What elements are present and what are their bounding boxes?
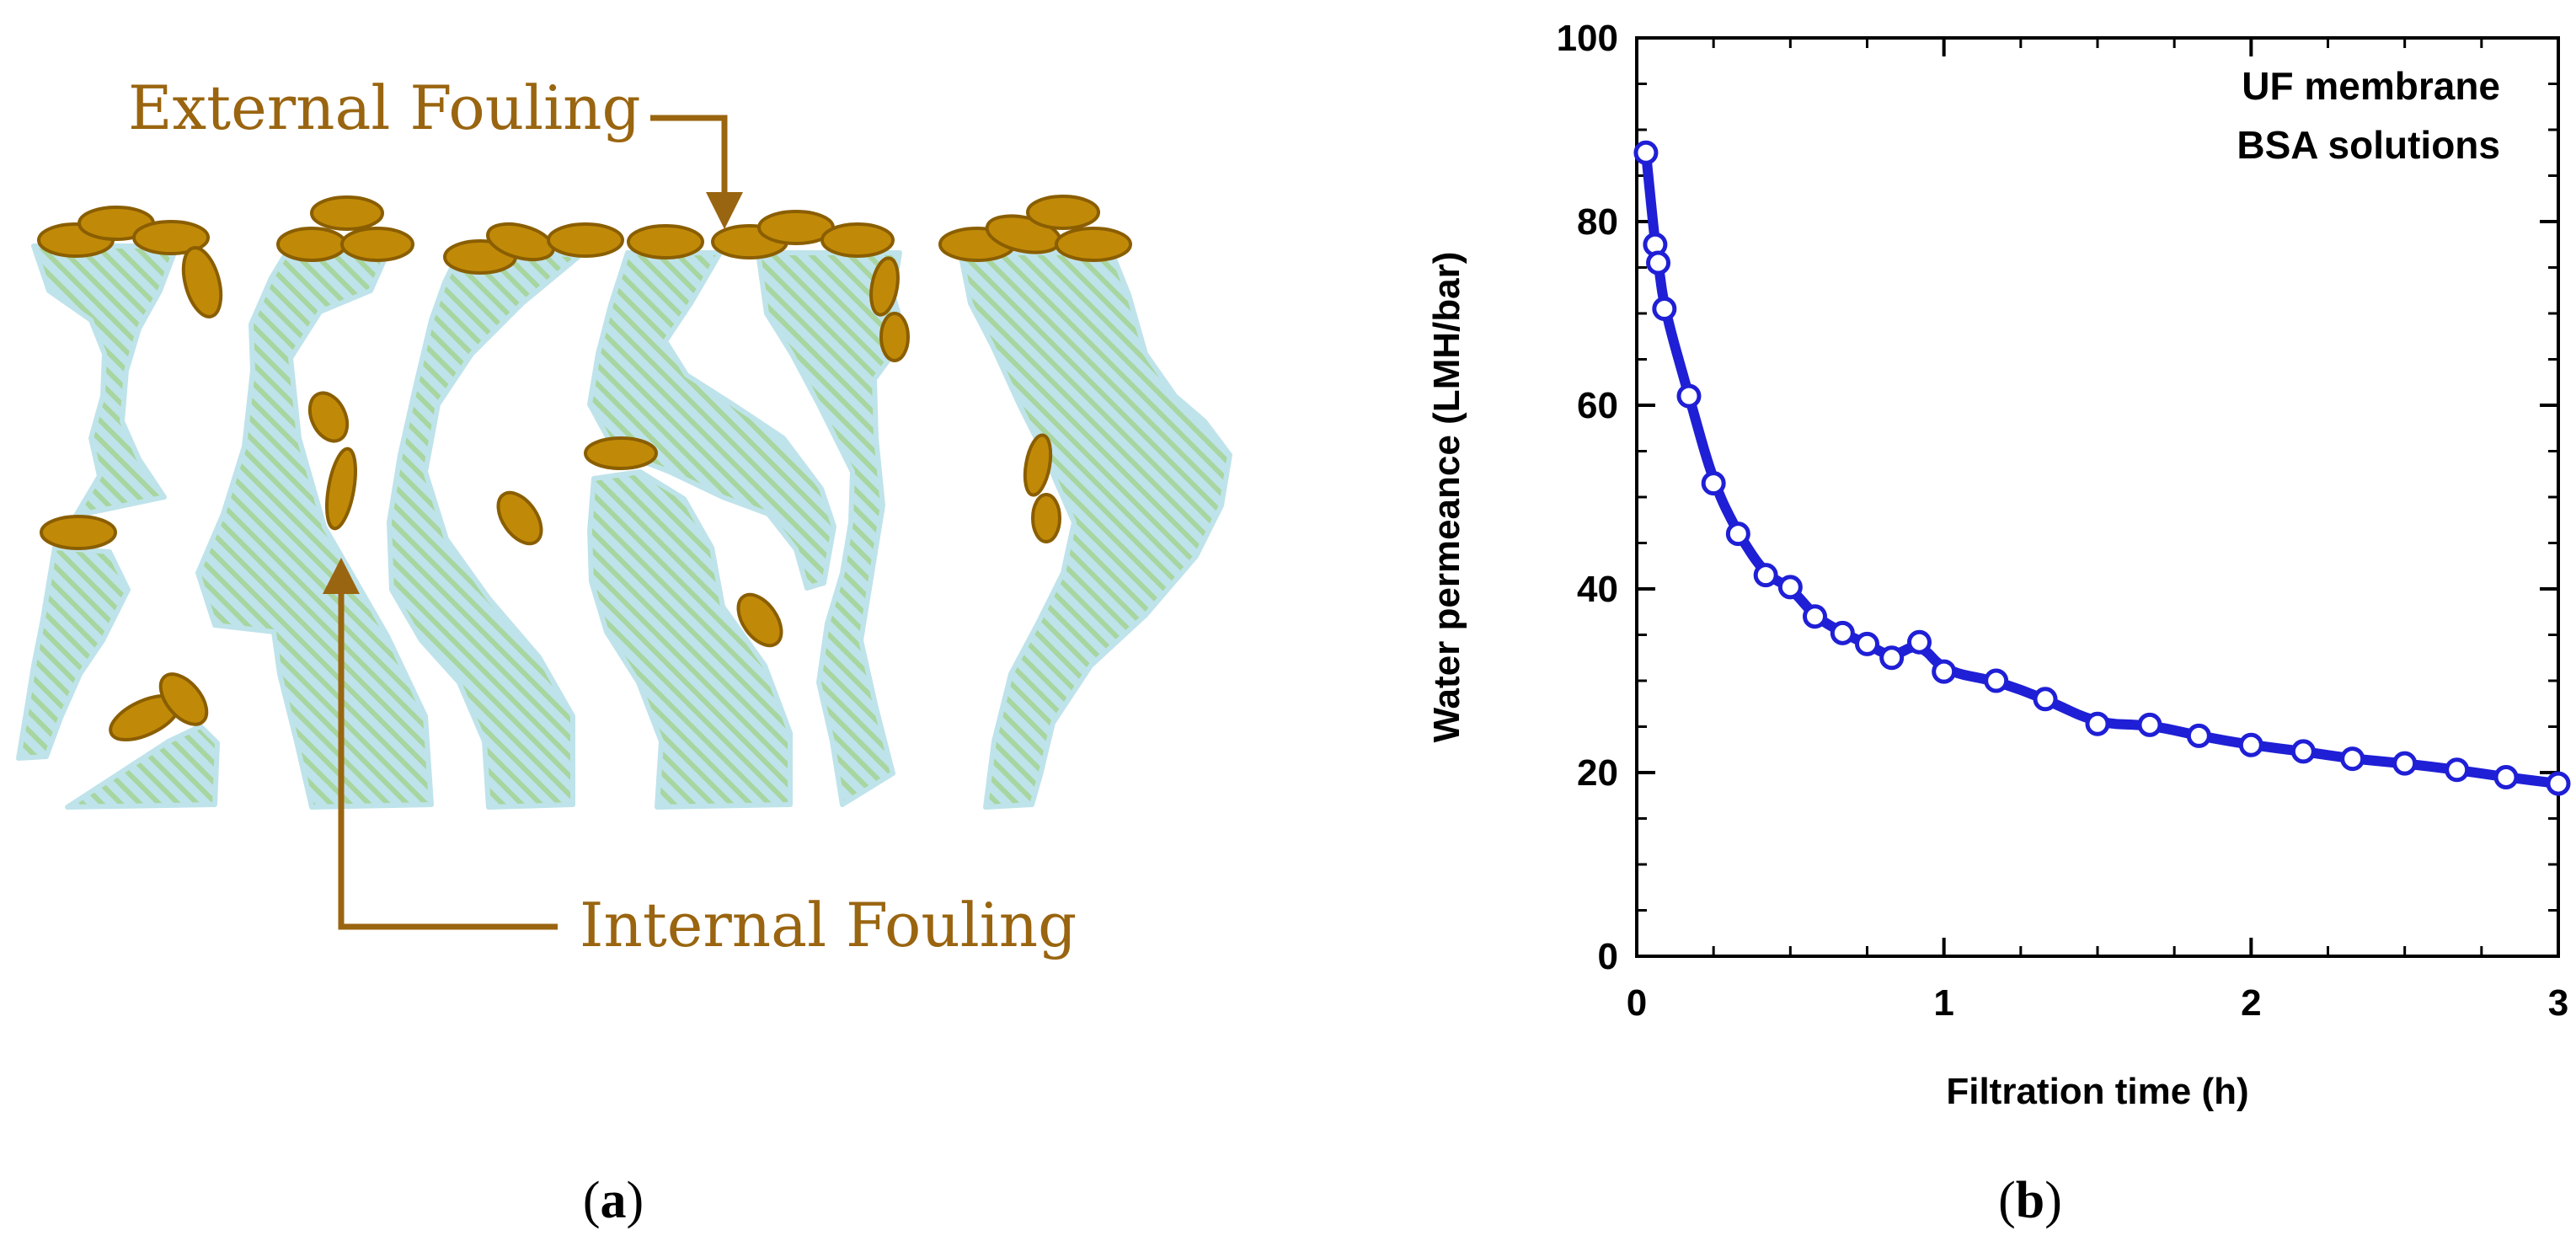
foulant-particle: [132, 220, 210, 255]
data-point: [2137, 712, 2162, 737]
data-point: [1676, 383, 1702, 409]
foulant-particle: [869, 256, 900, 317]
data-point: [1753, 563, 1778, 588]
membrane-piece: [65, 724, 220, 810]
foulant-particle: [547, 222, 624, 258]
data-point: [2392, 751, 2418, 776]
internal-fouling-arrow: [323, 558, 558, 930]
data-point: [1633, 140, 1659, 165]
data-point: [1646, 250, 1671, 275]
data-point: [1855, 631, 1879, 656]
foulant-particle: [496, 490, 543, 546]
internal-fouling-label: Internal Fouling: [580, 890, 1077, 960]
foulant-particle: [158, 672, 209, 726]
y-tick-label: 60: [1577, 385, 1618, 426]
y-tick-label: 40: [1577, 569, 1618, 610]
foulant-particle: [310, 195, 384, 231]
y-tick-label: 100: [1557, 18, 1618, 59]
y-axis-label: Water permeance (LMH/bar): [1426, 252, 1467, 743]
membrane-piece: [587, 469, 793, 810]
foulant-particles: [37, 195, 1132, 741]
membrane-piece: [195, 250, 434, 810]
x-tick-label: 0: [1627, 982, 1647, 1024]
x-tick-label: 2: [2241, 982, 2261, 1024]
foulant-particle: [340, 227, 414, 262]
data-point: [1984, 668, 2009, 693]
y-tick-label: 80: [1577, 201, 1618, 243]
y-tick-label: 20: [1577, 752, 1618, 794]
foulant-particle: [307, 391, 350, 443]
membrane-piece: [16, 545, 131, 761]
data-point: [1932, 659, 1957, 684]
data-point: [2033, 687, 2058, 712]
y-tick-label: 0: [1598, 936, 1618, 977]
data-point: [2186, 723, 2211, 748]
foulant-particle: [181, 246, 223, 318]
data-point: [2290, 739, 2316, 764]
foulant-particle: [276, 227, 347, 262]
data-point: [2085, 711, 2110, 736]
data-point: [1652, 297, 1677, 322]
foulant-particle: [1026, 195, 1100, 230]
foulant-particle: [584, 436, 658, 470]
membrane-piece: [31, 243, 179, 518]
x-tick-label: 1: [1933, 982, 1953, 1024]
annotation-line-2: BSA solutions: [2237, 123, 2500, 167]
x-axis-label: Filtration time (h): [1946, 1071, 2248, 1112]
panel-a-caption: (a): [583, 1172, 644, 1229]
foulant-particle: [325, 447, 357, 531]
plot-frame: [1635, 36, 2560, 958]
data-point: [1830, 620, 1855, 645]
x-axis: 0 1 2 3: [1627, 38, 2568, 1024]
data-point: [1906, 629, 1932, 655]
foulant-particle: [820, 222, 895, 258]
membrane-piece: [587, 250, 836, 591]
data-point: [1777, 575, 1803, 600]
membrane-piece: [958, 250, 1232, 810]
membrane-matrix: [16, 243, 1232, 810]
permeance-chart: 0 20 40 60 80 100 0 1 2 3 UF membrane BSA soluti…: [1426, 18, 2571, 1229]
data-point: [2445, 757, 2470, 783]
data-point: [2238, 732, 2263, 757]
series-fit-line: [1640, 147, 2563, 789]
foulant-particle: [627, 224, 704, 259]
external-fouling-label: External Fouling: [128, 72, 641, 143]
membrane-piece: [387, 250, 584, 810]
y-axis: 0 20 40 60 80 100: [1557, 18, 2558, 977]
x-tick-label: 3: [2548, 982, 2568, 1024]
data-points: [1633, 140, 2571, 796]
foulant-particle: [1023, 433, 1053, 497]
data-point: [1725, 522, 1750, 547]
foulant-particle: [1031, 493, 1061, 543]
data-point: [2546, 771, 2571, 796]
fouling-schematic: External Fouling Internal Fouling (a): [16, 72, 1232, 1229]
data-point: [1879, 645, 1905, 671]
foulant-particle: [736, 592, 783, 648]
foulant-particle: [486, 222, 555, 262]
external-fouling-arrow: [650, 115, 743, 229]
data-point: [2340, 746, 2365, 772]
data-point: [2493, 764, 2519, 789]
data-point: [1803, 604, 1828, 629]
data-point: [1701, 471, 1726, 496]
foulant-particle: [879, 312, 910, 362]
foulant-particle: [40, 515, 117, 550]
panel-b-caption: (b): [1998, 1172, 2062, 1229]
foulant-particle: [1055, 227, 1132, 262]
annotation-line-1: UF membrane: [2242, 64, 2500, 108]
